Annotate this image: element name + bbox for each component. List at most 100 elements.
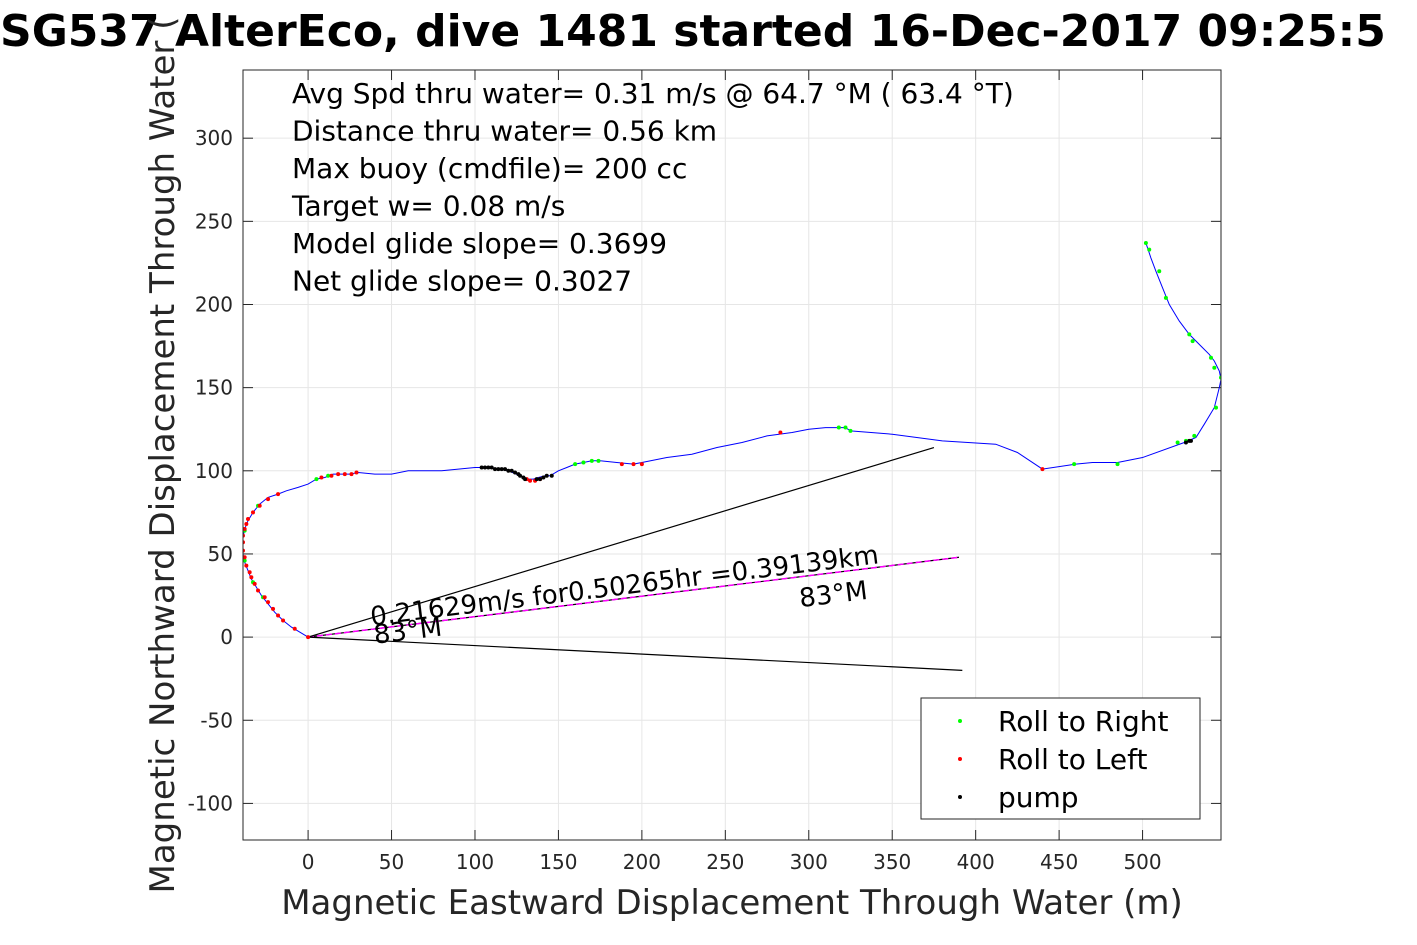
y-tick-label: 200 — [195, 292, 233, 316]
y-tick-label: 250 — [195, 209, 233, 233]
annotation-line: Avg Spd thru water= 0.31 m/s @ 64.7 °M (… — [292, 77, 1014, 110]
marker-roll-to-right — [1213, 405, 1218, 410]
marker-roll-to-right — [326, 473, 331, 478]
legend-marker — [958, 719, 962, 723]
marker-roll-to-right — [1115, 462, 1120, 467]
plot-frame — [242, 69, 1222, 841]
marker-pump — [486, 465, 491, 470]
marker-roll-to-right — [1147, 247, 1152, 252]
legend-marker — [958, 795, 962, 799]
reference-line-bound-upper — [307, 446, 935, 638]
marker-roll-to-left — [306, 635, 311, 640]
annotation-block: Avg Spd thru water= 0.31 m/s @ 64.7 °M (… — [291, 77, 1014, 298]
marker-roll-to-left — [249, 575, 254, 580]
marker-roll-to-left — [1040, 467, 1045, 472]
x-tick-label: 150 — [539, 850, 577, 874]
annotation-line: Max buoy (cmdfile)= 200 cc — [292, 152, 687, 185]
marker-roll-to-right — [243, 558, 247, 563]
y-tick-label: -50 — [200, 708, 233, 732]
reference-line-bound-lower — [308, 636, 963, 671]
marker-pump — [513, 470, 518, 475]
legend-label: pump — [998, 781, 1079, 814]
grid — [243, 70, 1221, 840]
marker-roll-to-left — [271, 606, 276, 611]
marker-pump — [506, 468, 511, 473]
marker-roll-to-right — [581, 460, 586, 465]
marker-roll-to-left — [619, 462, 624, 467]
marker-pump — [538, 477, 543, 482]
marker-roll-to-right — [596, 458, 601, 463]
marker-roll-to-left — [292, 626, 297, 631]
marker-roll-to-left — [256, 588, 261, 593]
marker-roll-to-left — [244, 522, 249, 527]
marker-roll-to-left — [349, 472, 354, 477]
marker-roll-to-left — [262, 595, 267, 600]
legend-label: Roll to Right — [998, 705, 1169, 738]
marker-pump — [496, 467, 501, 472]
x-tick-label: 250 — [706, 850, 744, 874]
x-tick-label: 350 — [873, 850, 911, 874]
marker-roll-to-left — [244, 563, 249, 568]
marker-roll-to-left — [329, 473, 334, 478]
marker-roll-to-right — [1157, 269, 1162, 274]
marker-roll-to-left — [266, 600, 271, 605]
y-tick-label: 300 — [195, 126, 233, 150]
marker-roll-to-left — [281, 618, 286, 623]
marker-roll-to-right — [1212, 365, 1217, 370]
x-axis-label: Magnetic Eastward Displacement Through W… — [281, 883, 1183, 923]
marker-pump — [544, 473, 549, 478]
marker-roll-to-left — [257, 503, 262, 508]
marker-pump — [509, 468, 514, 473]
axis-ticks: 0 50 100 150 200 250 300 350 400 450 500 -100 -50 0 50… — [188, 70, 1221, 874]
annotation-line: Distance thru water= 0.56 km — [292, 115, 717, 148]
annotation-line: Model glide slope= 0.3699 — [292, 227, 667, 260]
marker-roll-to-left — [778, 430, 783, 435]
marker-roll-to-left — [639, 462, 644, 467]
y-tick-label: 100 — [195, 459, 233, 483]
y-tick-label: -100 — [188, 791, 233, 815]
marker-pump — [1188, 438, 1193, 443]
marker-pump — [489, 465, 494, 470]
marker-roll-to-left — [247, 570, 252, 575]
marker-pump — [479, 465, 484, 470]
marker-pump — [523, 477, 528, 482]
marker-roll-to-left — [246, 517, 251, 522]
y-tick-label: 150 — [195, 376, 233, 400]
marker-pump — [493, 467, 498, 472]
marker-roll-to-right — [1187, 332, 1192, 337]
marker-roll-to-right — [573, 462, 578, 467]
marker-roll-to-right — [1143, 240, 1148, 245]
marker-roll-to-left — [631, 462, 636, 467]
marker-roll-to-left — [276, 613, 281, 618]
marker-roll-to-left — [243, 555, 247, 560]
x-tick-label: 50 — [379, 850, 404, 874]
marker-roll-to-left — [243, 527, 247, 532]
marker-roll-to-right — [1175, 440, 1180, 445]
legend-box — [920, 697, 1201, 820]
x-tick-label: 450 — [1040, 850, 1078, 874]
annotation-line: Net glide slope= 0.3027 — [292, 265, 632, 298]
x-tick-label: 400 — [957, 850, 995, 874]
legend-label: Roll to Left — [998, 743, 1147, 776]
marker-roll-to-left — [252, 581, 257, 586]
y-axis-label: Magnetic Northward Displacement Through … — [143, 17, 183, 894]
track-line — [243, 242, 1221, 638]
annotation-line: Target w= 0.08 m/s — [291, 190, 565, 223]
marker-roll-to-left — [251, 510, 256, 515]
x-tick-label: 300 — [790, 850, 828, 874]
x-tick-label: 0 — [302, 850, 315, 874]
marker-pump — [534, 477, 539, 482]
x-tick-label: 100 — [456, 850, 494, 874]
marker-roll-to-right — [843, 425, 848, 430]
chart-title: SG537 AlterEco, dive 1481 started 16-Dec… — [0, 6, 1386, 57]
legend: Roll to Right Roll to Left pump — [920, 697, 1201, 820]
marker-roll-to-right — [1163, 295, 1168, 300]
x-tick-label: 500 — [1123, 850, 1161, 874]
marker-roll-to-left — [266, 497, 271, 502]
marker-roll-to-left — [319, 475, 324, 480]
y-tick-label: 0 — [220, 625, 233, 649]
marker-roll-to-right — [314, 477, 319, 482]
x-tick-label: 200 — [623, 850, 661, 874]
marker-pump — [1183, 440, 1188, 445]
